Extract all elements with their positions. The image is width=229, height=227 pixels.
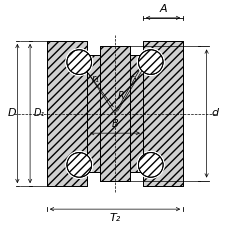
Bar xyxy=(100,47,129,180)
Bar xyxy=(142,41,182,186)
Bar xyxy=(129,55,142,172)
Bar xyxy=(87,55,100,172)
Circle shape xyxy=(65,49,92,76)
Circle shape xyxy=(67,50,91,74)
Bar xyxy=(100,47,129,180)
Text: r₁: r₁ xyxy=(92,74,100,84)
Circle shape xyxy=(67,153,91,177)
Bar xyxy=(129,55,142,172)
Text: d: d xyxy=(210,109,217,118)
Circle shape xyxy=(138,153,162,177)
Text: D: D xyxy=(8,109,16,118)
Text: B: B xyxy=(111,119,118,129)
Circle shape xyxy=(138,50,162,74)
Bar xyxy=(142,41,182,186)
Circle shape xyxy=(138,50,162,74)
Bar xyxy=(87,55,100,172)
Text: T₂: T₂ xyxy=(109,213,120,223)
Circle shape xyxy=(65,151,92,178)
Text: A: A xyxy=(158,4,166,14)
Circle shape xyxy=(137,49,164,76)
Circle shape xyxy=(137,151,164,178)
Circle shape xyxy=(67,50,91,74)
Text: r₁: r₁ xyxy=(129,74,137,84)
Bar xyxy=(47,41,87,186)
Text: D₁: D₁ xyxy=(33,109,45,118)
Bar xyxy=(47,41,87,186)
Circle shape xyxy=(67,153,91,177)
Text: R: R xyxy=(117,91,123,101)
Circle shape xyxy=(138,153,162,177)
